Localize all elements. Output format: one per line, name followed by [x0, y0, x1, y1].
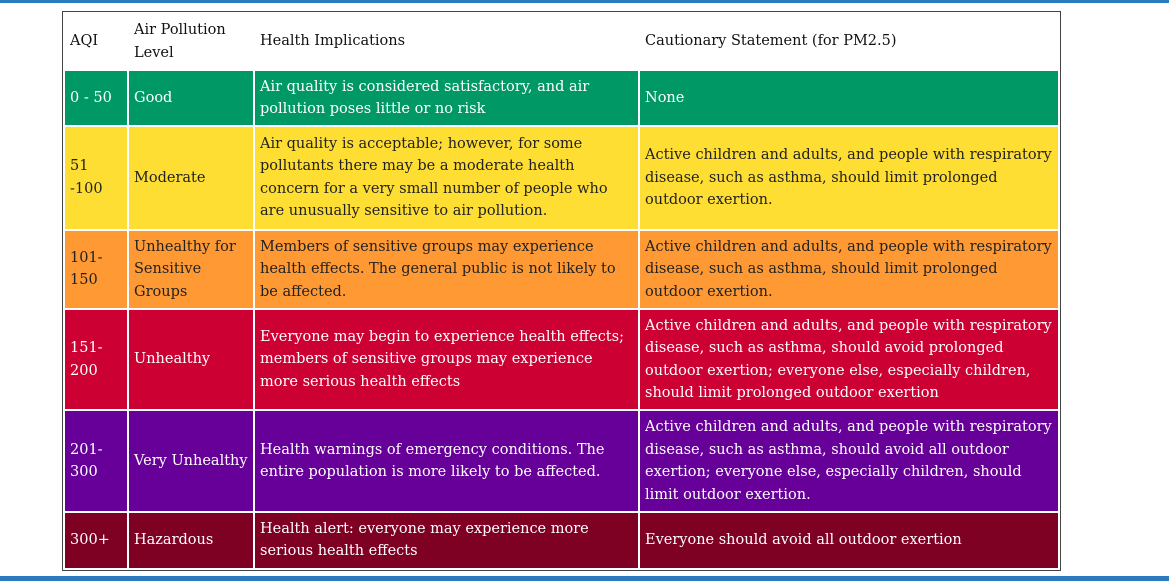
cell-level: Moderate [129, 127, 253, 229]
cell-level: Unhealthy [129, 309, 253, 410]
cell-caution: Active children and adults, and people w… [640, 230, 1058, 308]
cell-aqi: 101-150 [65, 230, 127, 308]
bottom-accent-bar [0, 576, 1169, 581]
header-air-pollution-level: Air Pollution Level [134, 22, 226, 61]
table-header-row: AQI Air Pollution Level Health Implicati… [65, 14, 1058, 69]
table-row-hazardous: 300+ Hazardous Health alert: everyone ma… [65, 512, 1058, 568]
cell-health: Health warnings of emergency conditions.… [255, 411, 638, 511]
cell-level: Unhealthy for Sensitive Groups [129, 230, 253, 308]
cell-health: Health alert: everyone may experience mo… [255, 512, 638, 568]
table-row-good: 0 - 50 Good Air quality is considered sa… [65, 71, 1058, 126]
table-row-very-unhealthy: 201-300 Very Unhealthy Health warnings o… [65, 411, 1058, 511]
table-row-unhealthy-sensitive: 101-150 Unhealthy for Sensitive Groups M… [65, 230, 1058, 308]
cell-level: Hazardous [129, 512, 253, 568]
header-health-implications: Health Implications [260, 33, 406, 50]
aqi-table-container: AQI Air Pollution Level Health Implicati… [62, 11, 1061, 571]
cell-caution: Active children and adults, and people w… [640, 127, 1058, 229]
aqi-table: AQI Air Pollution Level Health Implicati… [63, 12, 1060, 570]
cell-aqi: 300+ [65, 512, 127, 568]
cell-health: Everyone may begin to experience health … [255, 309, 638, 410]
cell-caution: None [640, 71, 1058, 126]
header-cautionary-statement: Cautionary Statement (for PM2.5) [645, 33, 897, 50]
cell-level: Good [129, 71, 253, 126]
cell-level: Very Unhealthy [129, 411, 253, 511]
cell-aqi: 151-200 [65, 309, 127, 410]
cell-health: Members of sensitive groups may experien… [255, 230, 638, 308]
header-aqi: AQI [70, 33, 99, 50]
cell-aqi: 201-300 [65, 411, 127, 511]
cell-health: Air quality is considered satisfactory, … [255, 71, 638, 126]
cell-aqi: 51 -100 [65, 127, 127, 229]
cell-health: Air quality is acceptable; however, for … [255, 127, 638, 229]
cell-caution: Active children and adults, and people w… [640, 411, 1058, 511]
top-accent-bar [0, 0, 1169, 3]
table-row-moderate: 51 -100 Moderate Air quality is acceptab… [65, 127, 1058, 229]
cell-caution: Everyone should avoid all outdoor exerti… [640, 512, 1058, 568]
cell-aqi: 0 - 50 [65, 71, 127, 126]
table-row-unhealthy: 151-200 Unhealthy Everyone may begin to … [65, 309, 1058, 410]
cell-caution: Active children and adults, and people w… [640, 309, 1058, 410]
